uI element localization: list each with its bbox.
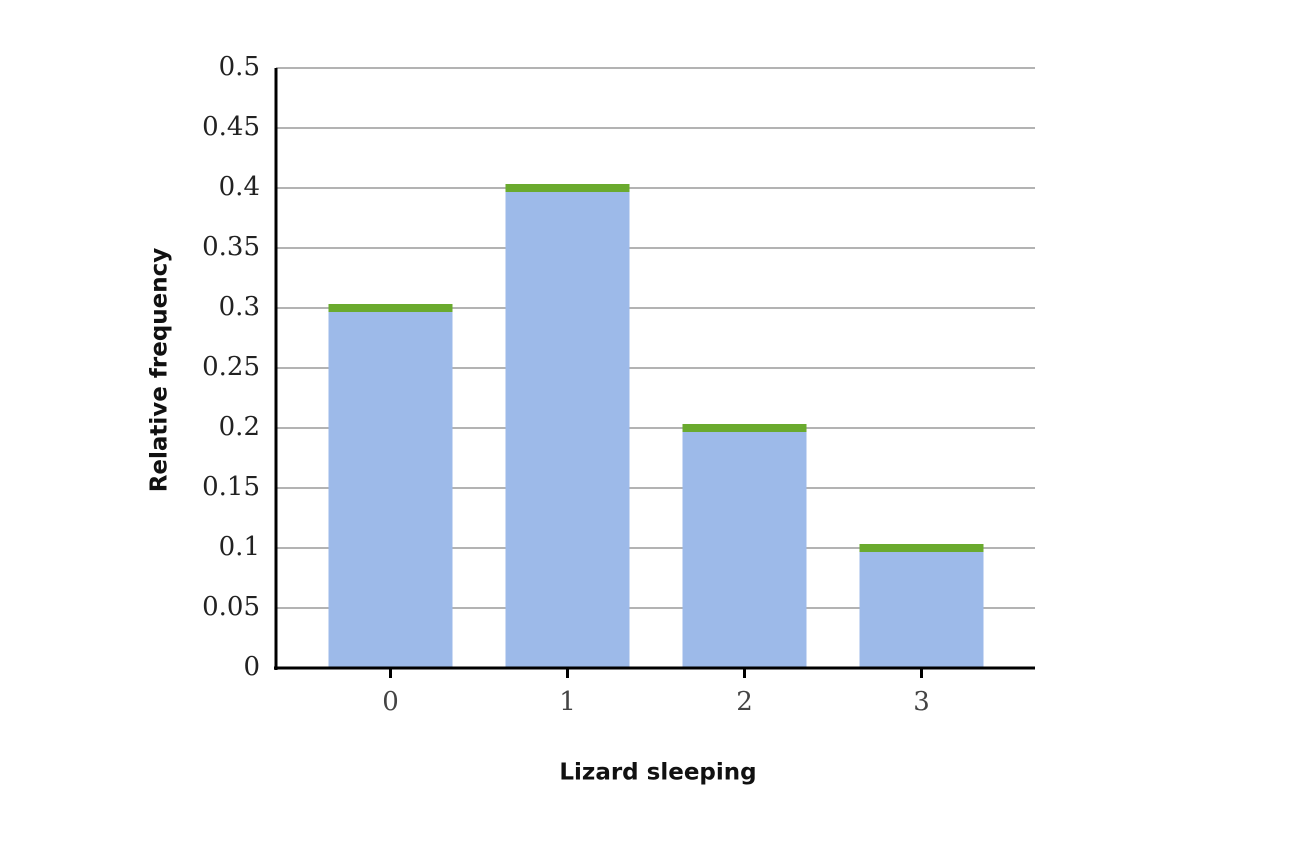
- bar: [859, 548, 984, 668]
- bar-cap: [682, 424, 807, 432]
- y-tick-label: 0.15: [202, 472, 260, 502]
- bar: [682, 428, 807, 668]
- bar-cap: [505, 184, 630, 192]
- bar: [328, 308, 453, 668]
- bar-cap: [328, 304, 453, 312]
- y-tick-label: 0.5: [219, 52, 260, 82]
- y-tick-label: 0.45: [202, 112, 260, 142]
- bar-cap: [859, 544, 984, 552]
- x-axis-label: Lizard sleeping: [559, 760, 756, 786]
- x-tick-label: 3: [913, 687, 930, 717]
- x-tick-label: 2: [736, 687, 753, 717]
- y-tick-label: 0.2: [219, 412, 260, 442]
- x-tick-label: 1: [559, 687, 576, 717]
- y-tick-label: 0.35: [202, 232, 260, 262]
- y-tick-label: 0.3: [219, 292, 260, 322]
- y-tick-label: 0.4: [219, 172, 260, 202]
- x-tick-label: 0: [382, 687, 399, 717]
- y-tick-label: 0.25: [202, 352, 260, 382]
- y-tick-label: 0.05: [202, 592, 260, 622]
- y-tick-label: 0: [243, 652, 260, 682]
- y-axis-label: Relative frequency: [147, 248, 173, 493]
- y-tick-label: 0.1: [219, 532, 260, 562]
- bar: [505, 188, 630, 668]
